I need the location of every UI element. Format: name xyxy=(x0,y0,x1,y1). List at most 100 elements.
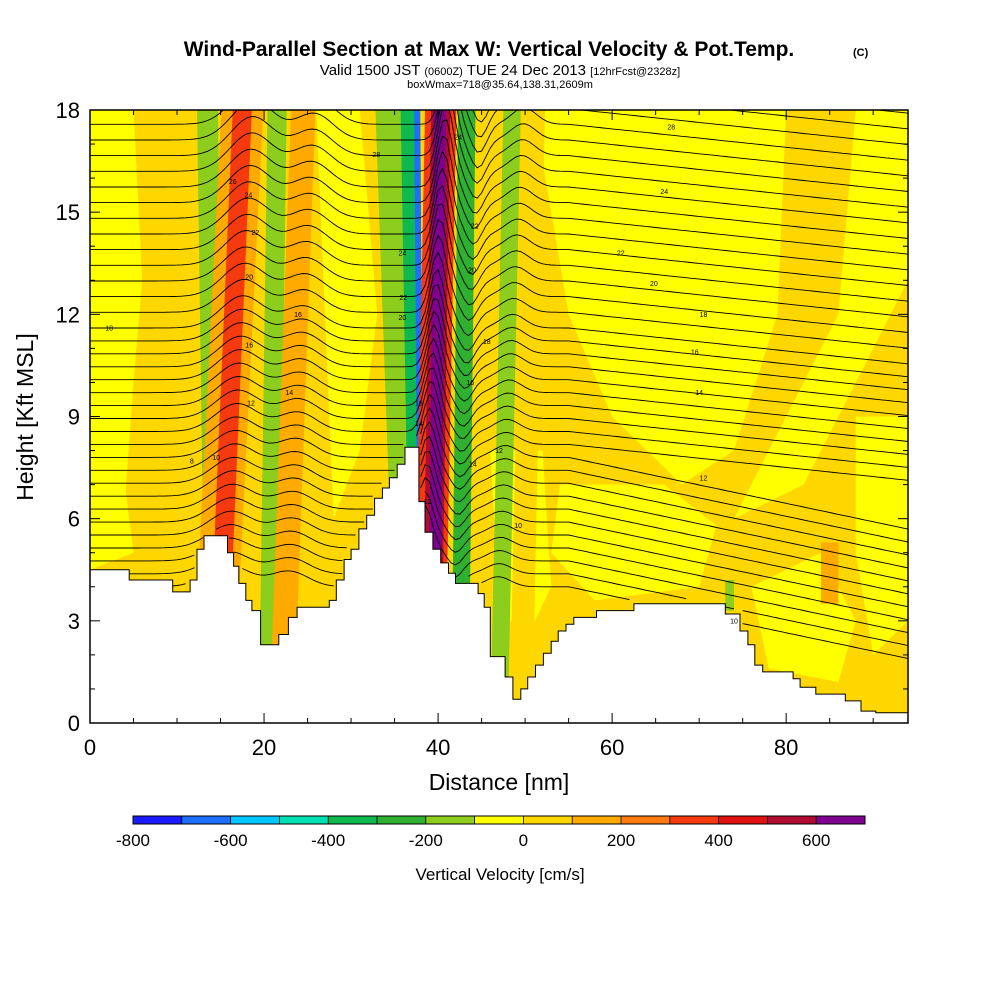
isentrope-line-31 xyxy=(90,110,908,208)
isentrope-line-19 xyxy=(90,297,908,391)
svg-text:16: 16 xyxy=(415,400,423,407)
isentrope-label-9: 14 xyxy=(285,390,293,397)
x-tick-label-0: 0 xyxy=(84,735,96,760)
isentrope-label-24: 12 xyxy=(495,448,503,455)
svg-text:22: 22 xyxy=(251,230,259,237)
svg-text:12: 12 xyxy=(424,499,432,506)
y-tick-label-6: 18 xyxy=(56,98,80,123)
isentrope-line-29 xyxy=(90,135,908,239)
isentrope-line-5 xyxy=(90,491,908,608)
x-tick-label-4: 80 xyxy=(774,735,798,760)
isentrope-label-22: 16 xyxy=(466,380,474,387)
colorbar-swatch-10 xyxy=(572,816,622,824)
isentrope-label-4: 16 xyxy=(245,343,253,350)
isentrope-label-25: 10 xyxy=(514,523,522,530)
svg-text:24: 24 xyxy=(660,189,668,196)
y-tick-label-1: 3 xyxy=(68,609,80,634)
svg-text:8: 8 xyxy=(190,458,194,465)
isentrope-labels: 8 10 12 16 20 22 24 26 14 16 28 24 22 20 16 14 12 24 22 20 1… xyxy=(105,125,738,626)
isentrope-line-33 xyxy=(90,110,908,177)
isentrope-lines xyxy=(90,110,908,659)
subtitle-valid-time: Valid 1500 JST xyxy=(320,62,420,79)
x-axis: 0 20 40 60 80 xyxy=(84,110,874,760)
isentrope-line-35 xyxy=(465,110,908,145)
isentrope-label-6: 22 xyxy=(251,230,259,237)
isentrope-label-26: 28 xyxy=(667,125,675,132)
isentrope-line-11 xyxy=(90,407,908,530)
isentrope-label-7: 24 xyxy=(245,193,253,200)
y-tick-label-5: 15 xyxy=(56,200,80,225)
svg-text:14: 14 xyxy=(285,390,293,397)
colorbar-swatch-1 xyxy=(133,816,183,824)
downdraft-band-7 xyxy=(490,110,521,723)
isentrope-label-19: 22 xyxy=(471,223,479,230)
colorbar-tick-label-1: -600 xyxy=(214,831,248,850)
velocity-patch-2 xyxy=(90,484,134,570)
colorbar-swatch-2 xyxy=(181,816,231,824)
svg-text:16: 16 xyxy=(691,349,699,356)
y-tick-label-2: 6 xyxy=(68,507,80,532)
svg-text:28: 28 xyxy=(372,152,380,159)
colorbar-title: Vertical Velocity [cm/s] xyxy=(415,865,584,884)
colorbar-tick-label-2: -400 xyxy=(311,831,345,850)
isentrope-line-2 xyxy=(129,551,908,647)
colorbar-swatch-14 xyxy=(767,816,817,824)
chart-title-mark: (C) xyxy=(853,47,869,59)
colorbar-tick-label-4: 0 xyxy=(519,831,528,850)
isentrope-label-20: 20 xyxy=(468,268,476,275)
colorbar-swatch-11 xyxy=(621,816,671,824)
svg-text:12: 12 xyxy=(247,400,255,407)
isentrope-line-10 xyxy=(90,421,908,543)
updraft-band-8 xyxy=(820,542,839,604)
colorbar-tick-label-0: -800 xyxy=(116,831,150,850)
isentrope-label-14: 20 xyxy=(399,315,407,322)
isentrope-line-3 xyxy=(90,537,908,634)
isentrope-label-16: 14 xyxy=(415,421,423,428)
svg-text:18: 18 xyxy=(483,339,491,346)
svg-text:18: 18 xyxy=(105,326,113,333)
svg-text:22: 22 xyxy=(617,251,625,258)
isentrope-line-6 xyxy=(90,477,908,595)
colorbar-swatch-4 xyxy=(279,816,329,824)
isentrope-line-4 xyxy=(90,504,908,621)
svg-text:12: 12 xyxy=(700,475,708,482)
svg-text:28: 28 xyxy=(667,125,675,132)
isentrope-label-35: 18 xyxy=(105,326,113,333)
isentrope-line-24 xyxy=(90,219,908,318)
isentrope-label-21: 18 xyxy=(483,339,491,346)
chart-subtitle: Valid 1500 JST (0600Z) TUE 24 Dec 2013 [… xyxy=(320,62,680,79)
svg-text:16: 16 xyxy=(294,312,302,319)
isentrope-line-20 xyxy=(90,284,908,378)
isentrope-label-5: 20 xyxy=(245,274,253,281)
velocity-patch-6 xyxy=(733,110,908,519)
isentrope-label-13: 22 xyxy=(399,295,407,302)
svg-text:24: 24 xyxy=(245,193,253,200)
svg-text:24: 24 xyxy=(454,135,462,142)
x-tick-label-3: 60 xyxy=(600,735,624,760)
svg-text:16: 16 xyxy=(245,343,253,350)
colorbar-swatch-9 xyxy=(523,816,573,824)
isentrope-label-15: 16 xyxy=(415,400,423,407)
colorbar-tick-label-7: 600 xyxy=(802,831,830,850)
isentrope-line-34 xyxy=(90,110,908,161)
isentrope-label-31: 16 xyxy=(691,349,699,356)
isentrope-label-18: 24 xyxy=(454,135,462,142)
terrain-mask xyxy=(90,446,908,723)
isentrope-line-1 xyxy=(172,568,908,659)
svg-text:14: 14 xyxy=(415,421,423,428)
isentrope-label-3: 12 xyxy=(247,400,255,407)
isentrope-label-28: 22 xyxy=(617,251,625,258)
isentrope-line-9 xyxy=(90,435,908,556)
svg-text:22: 22 xyxy=(399,295,407,302)
updraft-band-3 xyxy=(269,110,316,723)
downdraft-band-6 xyxy=(451,110,476,723)
colorbar-swatch-3 xyxy=(230,816,280,824)
isentrope-line-7 xyxy=(90,464,908,582)
isentrope-label-8: 26 xyxy=(229,179,237,186)
colorbar-tick-label-6: 400 xyxy=(704,831,732,850)
svg-text:14: 14 xyxy=(469,462,477,469)
isentrope-line-26 xyxy=(90,184,908,286)
velocity-patch-3 xyxy=(316,110,378,519)
isentrope-line-28 xyxy=(90,150,908,255)
